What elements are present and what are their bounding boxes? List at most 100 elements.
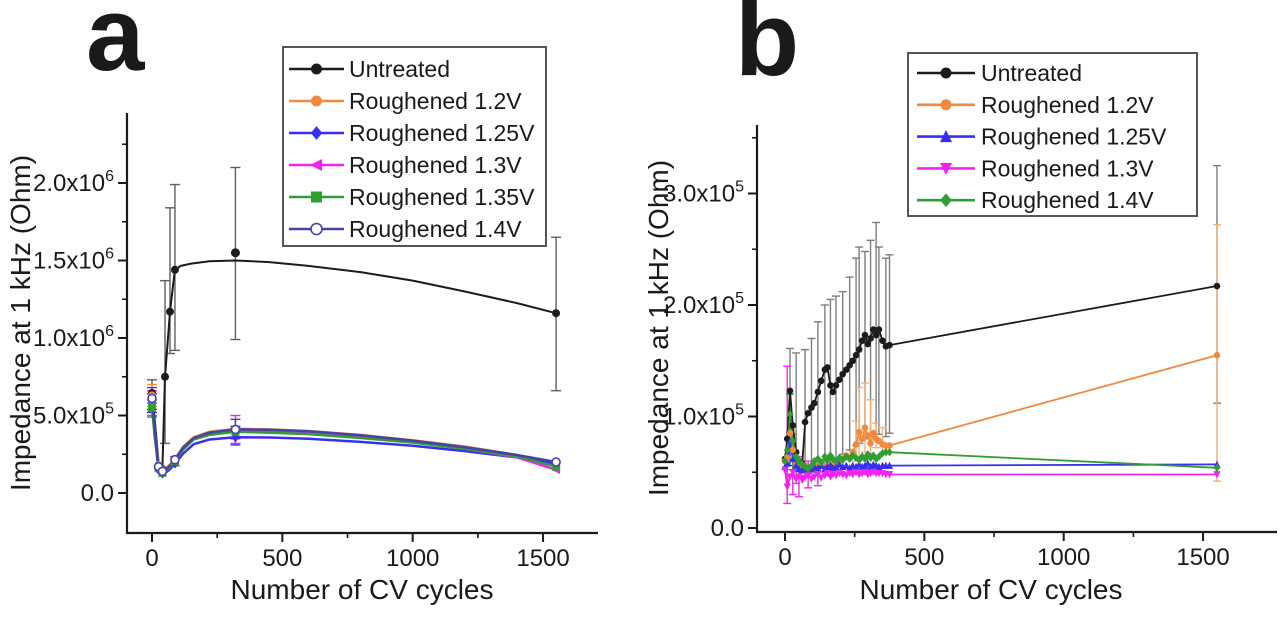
legend-entry: Roughened 1.25V (917, 124, 1167, 150)
chart-b: b 0 500 1000 1500 0.0 1.0x105 2.0x105 3.0x105 Num… (643, 0, 1277, 605)
marker-circle (804, 409, 812, 417)
marker-tri-up (846, 463, 854, 472)
marker-circle (858, 435, 866, 443)
marker-circle (311, 95, 322, 107)
legend-label: Roughened 1.3V (981, 155, 1154, 181)
marker-diamond (852, 453, 860, 462)
y-tick-label: 2.0x105 (663, 290, 744, 319)
y-tick-label: 0.0 (81, 480, 114, 507)
marker-circle (311, 63, 322, 75)
legend-b: Untreated Roughened 1.2V Roughened 1.25V Ro… (907, 52, 1198, 217)
marker-circle (864, 432, 872, 439)
marker-tri-down (789, 468, 797, 477)
marker-circle (867, 439, 874, 447)
marker-tri-down (852, 468, 860, 477)
marker-circle-open (230, 424, 241, 435)
x-tick-label: 0 (778, 544, 791, 571)
marker-circle (810, 399, 818, 407)
marker-diamond (786, 410, 794, 419)
legend-entry: Roughened 1.25V (289, 120, 535, 146)
marker-circle (836, 376, 843, 384)
axes-a (125, 113, 598, 535)
legend-entry: Roughened 1.35V (289, 184, 535, 210)
x-tick-label: 1000 (1037, 544, 1090, 571)
x-axis-label: Number of CV cycles (231, 574, 494, 605)
y-tick-label: 2.0x106 (33, 168, 114, 197)
marker-diamond (882, 448, 890, 457)
legend-entry: Roughened 1.3V (289, 152, 522, 178)
panel-label-b: b (735, 0, 799, 98)
marker-tri-down (885, 471, 894, 479)
legend-label: Roughened 1.2V (981, 92, 1154, 118)
marker-diamond (832, 456, 840, 466)
x-tick-label: 0 (145, 545, 158, 572)
legend-label: Roughened 1.2V (349, 88, 522, 114)
marker-tri-up (789, 454, 797, 463)
marker-circle (852, 351, 860, 359)
marker-diamond (1213, 463, 1221, 472)
legend-label: Roughened 1.25V (349, 120, 535, 146)
marker-circle (875, 326, 883, 333)
y-axis-label: Impedance at 1 kHz (Ohm) (5, 155, 36, 491)
y-axis-label: Impedance at 1 kHz (Ohm) (643, 160, 674, 496)
marker-diamond (783, 445, 791, 455)
marker-tri-up (852, 462, 860, 470)
marker-circle (867, 335, 874, 342)
marker-circle (161, 372, 170, 381)
marker-diamond (789, 436, 797, 446)
legend-entry: Untreated (289, 56, 450, 82)
marker-diamond (829, 454, 837, 463)
x-tick-label: 500 (262, 545, 302, 572)
marker-circle (827, 381, 834, 389)
error-bar-Roughened 1.2V (872, 422, 881, 449)
marker-circle (1213, 282, 1221, 290)
marker-tri-down (817, 474, 825, 482)
marker-diamond (826, 451, 834, 460)
x-axis-label: Number of CV cycles (860, 574, 1123, 605)
marker-diamond (869, 451, 877, 460)
y-tick-label: 0.0 (711, 515, 744, 542)
marker-circle (1213, 351, 1221, 359)
marker-circle (855, 428, 863, 436)
marker-square (311, 191, 322, 203)
marker-tri-up (783, 459, 791, 467)
chart-a: a 0 500 1000 1500 0.0 5.0x105 1.0x106 1.5x106 2.0… (5, 0, 598, 605)
marker-diamond (846, 454, 854, 463)
y-tick-label: 3.0x105 (663, 179, 744, 208)
legend-entry: Roughened 1.2V (917, 92, 1154, 118)
y-tick-label: 1.0x105 (663, 402, 744, 431)
panel-label-a: a (86, 0, 146, 93)
legend-label: Roughened 1.35V (349, 184, 535, 210)
marker-circle (879, 337, 886, 344)
marker-circle (870, 326, 877, 333)
marker-circle (849, 357, 857, 365)
marker-circle (886, 442, 893, 449)
marker-circle (886, 341, 893, 349)
marker-diamond (861, 454, 869, 463)
marker-diamond (879, 449, 887, 458)
marker-circle (940, 67, 952, 79)
marker-circle (786, 387, 794, 395)
legend-label: Roughened 1.3V (349, 152, 522, 178)
y-tick-label: 1.0x106 (33, 323, 114, 352)
marker-tri-down (810, 473, 818, 481)
legend-a: Untreated Roughened 1.2V Roughened 1.25V Ro… (282, 46, 547, 247)
marker-circle (170, 265, 179, 274)
x-tick-label: 500 (904, 544, 944, 571)
marker-diamond (875, 452, 883, 461)
x-tick-label: 1000 (386, 545, 439, 572)
marker-tri-left (309, 158, 322, 172)
marker-diamond (886, 448, 893, 457)
marker-tri-up (832, 462, 840, 470)
y-tick-label: 1.5x106 (33, 246, 114, 275)
marker-circle (817, 377, 825, 385)
marker-diamond (814, 454, 822, 463)
marker-circle (552, 309, 561, 318)
marker-circle (839, 370, 846, 378)
marker-circle-open (310, 222, 323, 236)
marker-circle (786, 429, 794, 437)
legend-label: Roughened 1.4V (349, 216, 522, 242)
marker-circle (814, 388, 822, 396)
legend-label: Roughened 1.4V (981, 187, 1154, 213)
